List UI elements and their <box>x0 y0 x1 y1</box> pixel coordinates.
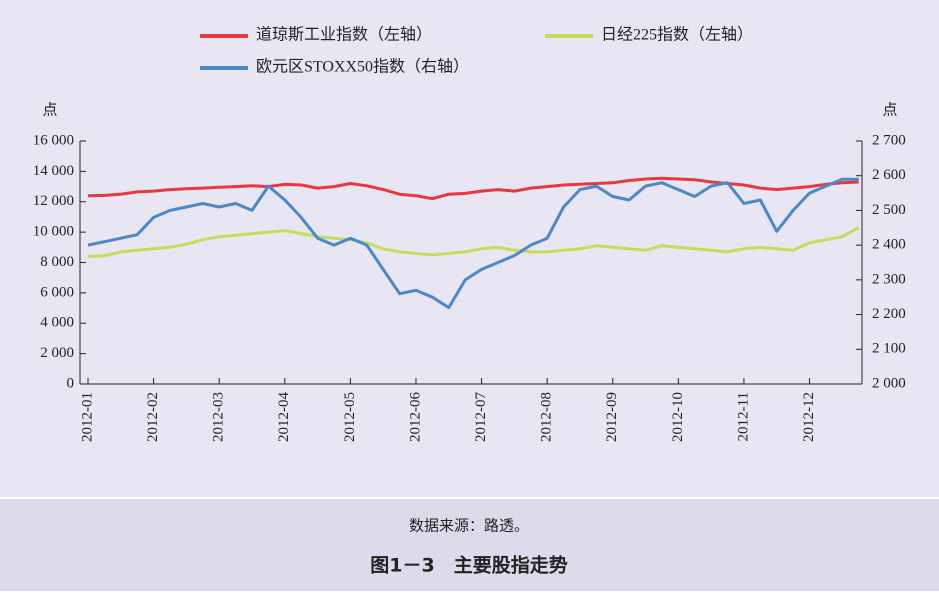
source: 数据来源：路透。 <box>409 517 529 534</box>
caption: 图1－3 主要股指走势 <box>370 554 567 577</box>
legend-label: 日经225指数（左轴） <box>601 26 753 44</box>
x-tick-label: 2012-01 <box>79 392 95 442</box>
x-tick-label: 2012-10 <box>670 392 686 442</box>
x-tick-label: 2012-04 <box>276 392 292 442</box>
y-tick-label: 0 <box>67 375 75 391</box>
y-tick-label: 4 000 <box>40 315 74 331</box>
y2-tick-label: 2 600 <box>872 167 906 183</box>
legend-label: 道琼斯工业指数（左轴） <box>256 26 432 44</box>
x-tick-label: 2012-06 <box>407 392 423 442</box>
y2-tick-label: 2 700 <box>872 132 906 148</box>
x-tick-label: 2012-02 <box>145 392 161 442</box>
x-tick-label: 2012-08 <box>539 392 555 442</box>
y2-tick-label: 2 000 <box>872 375 906 391</box>
y-tick-label: 8 000 <box>40 254 74 270</box>
y2-tick-label: 2 200 <box>872 306 906 322</box>
series-line <box>87 226 860 258</box>
x-tick-label: 2012-11 <box>735 392 751 441</box>
x-tick-label: 2012-05 <box>342 392 358 442</box>
x-tick-label: 2012-12 <box>801 392 817 442</box>
y2-axis-label: 点 <box>882 101 897 118</box>
series-line <box>87 177 859 310</box>
legend-label: 欧元区STOXX50指数（右轴） <box>256 58 469 76</box>
x-tick-label: 2012-09 <box>604 392 620 442</box>
y-tick-label: 12 000 <box>33 193 74 209</box>
caption-background <box>0 499 939 591</box>
y-tick-label: 6 000 <box>40 284 74 300</box>
y2-tick-label: 2 100 <box>872 341 906 357</box>
y-axis-label: 点 <box>42 101 57 118</box>
y2-tick-label: 2 400 <box>872 237 906 253</box>
y-tick-label: 16 000 <box>33 132 74 148</box>
y2-tick-label: 2 300 <box>872 271 906 287</box>
y2-tick-label: 2 500 <box>872 202 906 218</box>
y-tick-label: 2 000 <box>40 345 74 361</box>
x-tick-label: 2012-07 <box>473 392 489 442</box>
y-tick-label: 14 000 <box>33 163 74 179</box>
x-tick-label: 2012-03 <box>211 392 227 442</box>
y-tick-label: 10 000 <box>33 224 74 240</box>
